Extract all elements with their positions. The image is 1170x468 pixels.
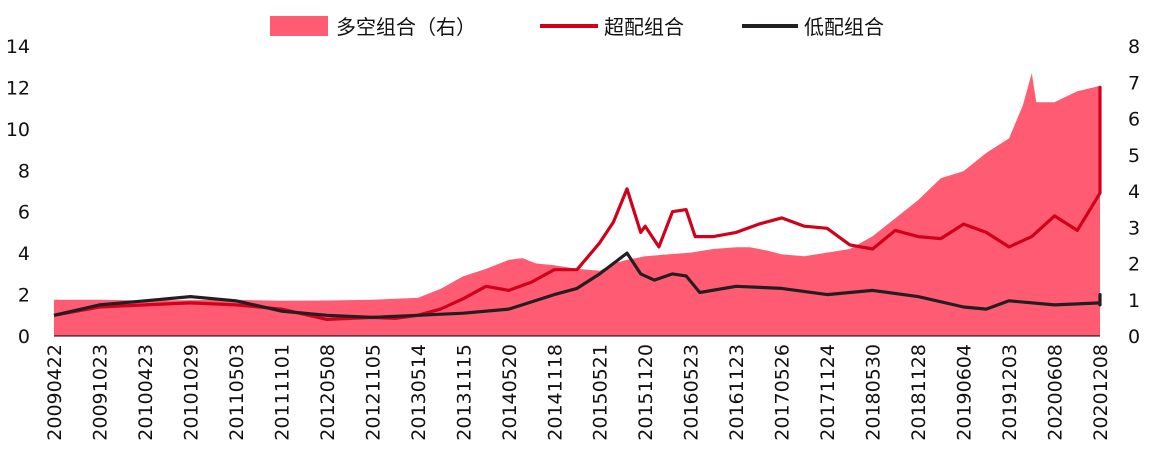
legend-label-long-short: 多空组合（右） <box>336 15 476 39</box>
right-axis-tick-label: 3 <box>1128 217 1140 239</box>
x-axis-tick-label: 20110503 <box>226 344 248 441</box>
right-axis-tick-label: 5 <box>1128 145 1140 167</box>
legend-label-underweight: 低配组合 <box>804 15 884 39</box>
left-axis-tick-label: 2 <box>18 285 30 307</box>
x-axis-tick-label: 20161123 <box>726 344 748 441</box>
right-axis-tick-label: 2 <box>1128 254 1140 276</box>
x-axis-tick-label: 20121105 <box>362 344 384 441</box>
right-axis-tick-label: 1 <box>1128 290 1140 312</box>
right-axis-tick-label: 4 <box>1128 181 1140 203</box>
left-axis-tick-label: 6 <box>18 202 30 224</box>
x-axis-tick-label: 20171124 <box>817 344 839 441</box>
left-axis-tick-label: 10 <box>6 119 30 141</box>
left-axis-tick-label: 12 <box>6 77 30 99</box>
legend-label-overweight: 超配组合 <box>604 15 684 39</box>
x-axis-tick-label: 20100423 <box>135 344 157 441</box>
x-axis-tick-label: 20111101 <box>271 344 293 441</box>
x-axis-tick-label: 20140520 <box>499 344 521 441</box>
right-axis-tick-label: 0 <box>1128 326 1140 348</box>
legend-swatch-long-short <box>270 16 328 36</box>
x-axis-tick-label: 20191203 <box>999 344 1021 441</box>
x-axis-tick-label: 20181128 <box>908 344 930 441</box>
x-axis-tick-label: 20170526 <box>772 344 794 441</box>
x-axis-tick-label: 20190604 <box>954 344 976 441</box>
x-axis-tick-label: 20200608 <box>1045 344 1067 441</box>
x-axis-tick-label: 20091023 <box>90 344 112 441</box>
right-axis-tick-label: 7 <box>1128 72 1140 94</box>
x-axis-tick-label: 20160523 <box>681 344 703 441</box>
x-axis-tick-label: 20101029 <box>180 344 202 441</box>
left-axis-tick-label: 14 <box>6 36 30 58</box>
x-axis-tick-label: 20151120 <box>635 344 657 441</box>
x-axis-tick-label: 20090422 <box>44 344 66 441</box>
series-line-underweight <box>53 251 1102 319</box>
left-axis-tick-label: 0 <box>18 326 30 348</box>
x-axis-tick-label: 20150521 <box>590 344 612 441</box>
line-layer <box>53 85 1102 321</box>
legend: 多空组合（右） 超配组合 低配组合 <box>270 15 884 39</box>
x-axis-tick-label: 20120508 <box>317 344 339 441</box>
right-axis-tick-label: 8 <box>1128 36 1140 58</box>
x-axis-tick-label: 20131115 <box>453 344 475 441</box>
x-axis-tick-label: 20141118 <box>544 344 566 441</box>
right-axis-tick-label: 6 <box>1128 109 1140 131</box>
series-area-long-short <box>54 73 1100 336</box>
area-layer <box>54 73 1100 336</box>
x-axis-tick-label: 20130514 <box>408 344 430 441</box>
x-axis-tick-label: 20201208 <box>1090 344 1112 441</box>
left-axis-tick-label: 8 <box>18 160 30 182</box>
x-axis-tick-label: 20180530 <box>863 344 885 441</box>
left-axis-tick-label: 4 <box>18 243 30 265</box>
